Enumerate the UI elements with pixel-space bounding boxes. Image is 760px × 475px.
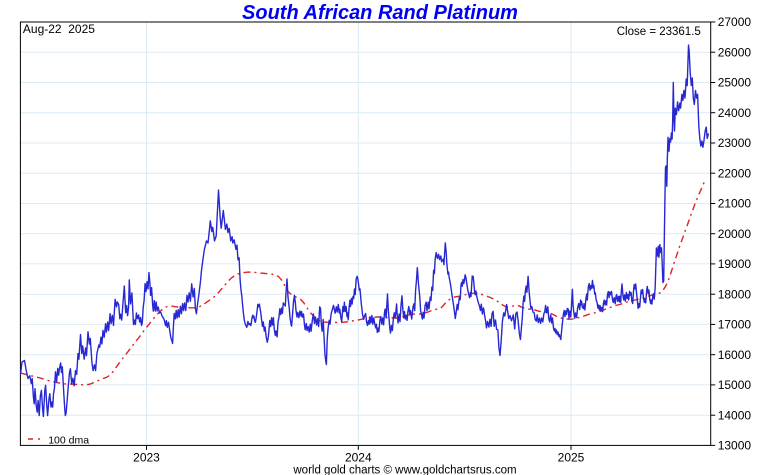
svg-text:world gold charts © www.goldch: world gold charts © www.goldchartsrus.co… bbox=[292, 464, 516, 475]
svg-text:17000: 17000 bbox=[718, 318, 752, 332]
svg-text:100 dma: 100 dma bbox=[48, 435, 89, 447]
svg-text:22000: 22000 bbox=[718, 166, 752, 180]
svg-text:15000: 15000 bbox=[718, 378, 752, 392]
svg-text:20000: 20000 bbox=[718, 227, 752, 241]
svg-text:19000: 19000 bbox=[718, 257, 752, 271]
svg-text:21000: 21000 bbox=[718, 197, 752, 211]
svg-text:2023: 2023 bbox=[133, 450, 160, 464]
svg-text:24000: 24000 bbox=[718, 106, 752, 120]
svg-text:Close = 23361.5: Close = 23361.5 bbox=[617, 26, 701, 38]
svg-text:South African Rand Platinum: South African Rand Platinum bbox=[242, 2, 518, 24]
svg-text:18000: 18000 bbox=[718, 287, 752, 301]
svg-text:26000: 26000 bbox=[718, 45, 752, 59]
svg-text:14000: 14000 bbox=[718, 408, 752, 422]
svg-text:27000: 27000 bbox=[718, 15, 752, 29]
svg-text:25000: 25000 bbox=[718, 76, 752, 90]
svg-text:Aug-22 2025: Aug-22 2025 bbox=[23, 22, 95, 36]
svg-text:2025: 2025 bbox=[558, 450, 585, 464]
svg-text:13000: 13000 bbox=[718, 439, 752, 453]
svg-text:23000: 23000 bbox=[718, 136, 752, 150]
svg-text:16000: 16000 bbox=[718, 348, 752, 362]
svg-text:2024: 2024 bbox=[345, 450, 372, 464]
